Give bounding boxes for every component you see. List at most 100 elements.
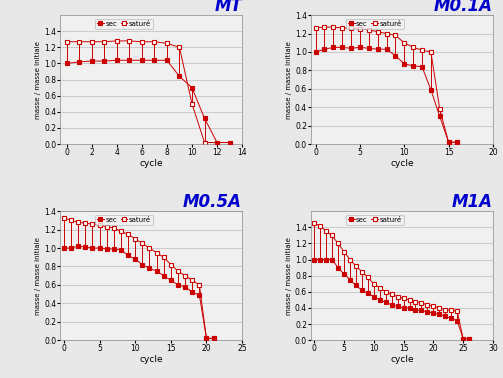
saturé — [321, 25, 327, 29]
saturé — [97, 223, 103, 227]
sec — [146, 266, 152, 271]
saturé — [428, 50, 434, 54]
saturé — [329, 233, 335, 238]
Line: saturé: saturé — [61, 215, 216, 341]
sec — [139, 262, 145, 267]
saturé — [125, 232, 131, 237]
sec — [68, 246, 74, 250]
saturé — [357, 27, 363, 31]
saturé — [366, 28, 372, 32]
saturé — [446, 140, 452, 144]
saturé — [182, 273, 188, 278]
saturé — [75, 220, 81, 225]
sec — [196, 293, 202, 297]
sec — [448, 316, 454, 321]
sec — [359, 288, 365, 293]
saturé — [448, 308, 454, 313]
saturé — [383, 290, 389, 294]
saturé — [214, 140, 220, 145]
saturé — [442, 307, 448, 312]
sec — [329, 257, 335, 262]
sec — [75, 244, 81, 248]
saturé — [202, 140, 208, 145]
saturé — [323, 229, 329, 234]
sec — [454, 319, 460, 323]
sec — [428, 87, 434, 92]
sec — [211, 336, 217, 341]
saturé — [425, 302, 431, 307]
saturé — [339, 26, 345, 30]
saturé — [189, 102, 195, 106]
Text: M0.1A: M0.1A — [434, 0, 493, 15]
sec — [132, 257, 138, 261]
Y-axis label: masse / masse initiale: masse / masse initiale — [286, 237, 292, 314]
Line: sec: sec — [312, 257, 471, 341]
sec — [412, 307, 418, 312]
saturé — [436, 306, 442, 310]
Line: saturé: saturé — [64, 39, 232, 145]
Text: MT: MT — [214, 0, 242, 15]
sec — [214, 140, 220, 145]
saturé — [419, 48, 425, 53]
sec — [339, 45, 345, 50]
sec — [97, 246, 103, 250]
Legend: sec, saturé: sec, saturé — [346, 19, 404, 29]
Line: sec: sec — [64, 58, 232, 145]
sec — [425, 310, 431, 314]
Text: M1A: M1A — [452, 193, 493, 211]
saturé — [466, 336, 472, 341]
sec — [366, 46, 372, 51]
saturé — [61, 215, 67, 220]
saturé — [317, 223, 323, 228]
saturé — [189, 278, 195, 283]
saturé — [392, 33, 398, 38]
sec — [406, 306, 412, 310]
sec — [311, 257, 317, 262]
X-axis label: cycle: cycle — [390, 355, 414, 364]
sec — [82, 245, 89, 249]
sec — [164, 58, 170, 62]
saturé — [377, 285, 383, 290]
sec — [321, 47, 327, 51]
sec — [126, 58, 132, 62]
sec — [189, 290, 195, 294]
sec — [175, 283, 181, 287]
saturé — [406, 297, 412, 302]
sec — [394, 304, 400, 308]
sec — [365, 291, 371, 296]
saturé — [400, 296, 406, 301]
saturé — [104, 225, 110, 229]
Legend: sec, saturé: sec, saturé — [95, 19, 153, 29]
sec — [323, 257, 329, 262]
X-axis label: cycle: cycle — [139, 159, 163, 168]
saturé — [90, 222, 96, 226]
sec — [410, 64, 416, 68]
sec — [104, 247, 110, 251]
saturé — [353, 264, 359, 268]
saturé — [168, 262, 174, 267]
saturé — [203, 336, 209, 341]
saturé — [365, 275, 371, 280]
saturé — [118, 229, 124, 234]
sec — [202, 116, 208, 121]
Line: sec: sec — [313, 45, 460, 145]
saturé — [175, 269, 181, 273]
sec — [400, 306, 406, 310]
saturé — [401, 40, 407, 45]
sec — [330, 45, 337, 50]
Line: sec: sec — [61, 244, 216, 341]
sec — [353, 283, 359, 288]
saturé — [383, 31, 389, 36]
saturé — [160, 255, 166, 260]
sec — [392, 53, 398, 58]
saturé — [348, 26, 354, 30]
sec — [90, 246, 96, 250]
sec — [460, 336, 466, 341]
saturé — [151, 39, 157, 44]
sec — [446, 140, 452, 144]
saturé — [311, 221, 317, 226]
saturé — [410, 45, 416, 50]
saturé — [126, 39, 132, 43]
saturé — [76, 39, 82, 44]
saturé — [139, 241, 145, 246]
